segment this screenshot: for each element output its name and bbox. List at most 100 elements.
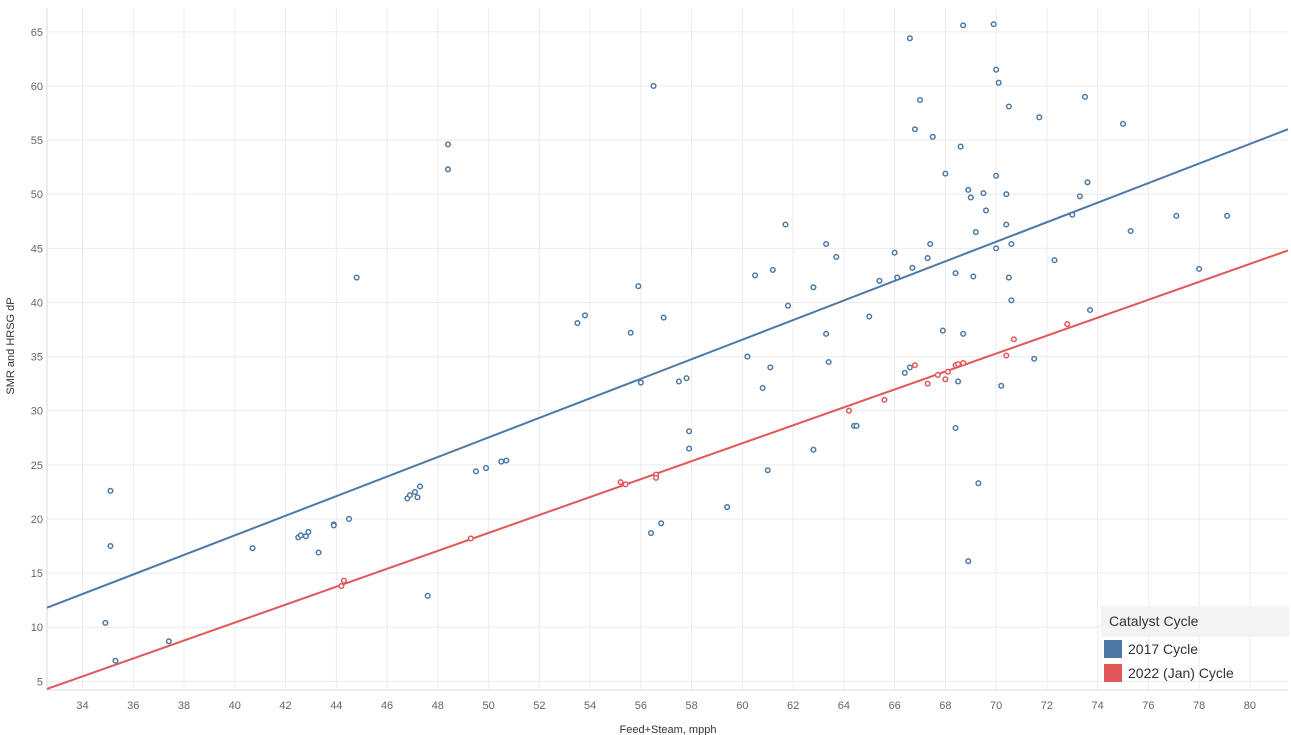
data-point-2017[interactable]	[891, 249, 898, 256]
data-point-2022[interactable]	[911, 362, 918, 369]
data-point-2017[interactable]	[924, 255, 931, 262]
data-point-2017[interactable]	[107, 542, 114, 550]
data-point-2017[interactable]	[675, 378, 682, 385]
data-point-2017[interactable]	[825, 358, 832, 366]
data-point-2017[interactable]	[472, 468, 479, 475]
data-point-2017[interactable]	[406, 492, 413, 499]
data-point-2017[interactable]	[637, 379, 644, 386]
data-point-2022[interactable]	[1010, 336, 1017, 343]
data-point-2017[interactable]	[952, 424, 959, 432]
data-point-2017[interactable]	[823, 240, 830, 248]
data-point-2017[interactable]	[498, 458, 505, 465]
data-point-2017[interactable]	[1196, 265, 1203, 272]
data-point-2017[interactable]	[503, 457, 510, 464]
data-point-2017[interactable]	[782, 221, 789, 228]
data-point-2022[interactable]	[955, 361, 962, 368]
data-point-2022[interactable]	[338, 583, 345, 590]
data-point-2017[interactable]	[993, 245, 1000, 252]
data-point-2017[interactable]	[353, 274, 360, 281]
data-point-2017[interactable]	[894, 274, 901, 281]
data-point-2017[interactable]	[581, 312, 589, 319]
data-point-2017[interactable]	[414, 494, 421, 501]
data-point-2022[interactable]	[617, 479, 624, 486]
data-point-2017[interactable]	[112, 657, 119, 664]
data-point-2017[interactable]	[345, 515, 353, 523]
data-point-2017[interactable]	[1003, 191, 1010, 198]
data-point-2017[interactable]	[909, 264, 916, 271]
data-point-2017[interactable]	[876, 277, 883, 284]
data-point-2017[interactable]	[960, 22, 967, 29]
data-point-2017[interactable]	[1003, 221, 1010, 228]
data-point-2022[interactable]	[340, 577, 347, 584]
data-point-2017[interactable]	[952, 270, 959, 277]
data-point-2017[interactable]	[967, 194, 974, 201]
data-point-2017[interactable]	[810, 284, 817, 291]
data-point-2017[interactable]	[1127, 227, 1134, 235]
data-point-2017[interactable]	[1224, 212, 1231, 219]
data-point-2017[interactable]	[302, 533, 309, 540]
data-point-2017[interactable]	[970, 273, 977, 280]
data-point-2017[interactable]	[1008, 240, 1015, 248]
data-point-2017[interactable]	[993, 172, 1000, 179]
data-point-2017[interactable]	[102, 619, 109, 626]
data-point-2022[interactable]	[934, 371, 941, 379]
data-point-2017[interactable]	[424, 592, 431, 599]
data-point-2017[interactable]	[833, 253, 840, 261]
data-point-2017[interactable]	[1119, 120, 1127, 127]
data-point-2017[interactable]	[650, 82, 657, 89]
data-point-2017[interactable]	[1005, 274, 1012, 281]
legend-item-2017-cycle[interactable]: 2017 Cycle	[1101, 637, 1289, 661]
data-point-2017[interactable]	[998, 382, 1005, 389]
data-point-2017[interactable]	[297, 532, 304, 539]
data-point-2017[interactable]	[929, 133, 936, 140]
data-point-2017[interactable]	[107, 487, 114, 494]
data-point-2017[interactable]	[660, 314, 667, 321]
data-point-2017[interactable]	[1036, 114, 1043, 121]
legend-item-2022-cycle[interactable]: 2022 (Jan) Cycle	[1101, 661, 1289, 685]
data-point-2017[interactable]	[1069, 211, 1076, 218]
data-point-2017[interactable]	[767, 364, 774, 371]
data-point-2022[interactable]	[942, 376, 949, 383]
data-point-2017[interactable]	[901, 369, 908, 376]
data-point-2017[interactable]	[1005, 103, 1012, 110]
data-point-2017[interactable]	[417, 483, 424, 490]
data-point-2017[interactable]	[853, 422, 860, 429]
data-point-2017[interactable]	[482, 465, 490, 472]
data-point-2017[interactable]	[686, 428, 693, 435]
data-point-2022[interactable]	[622, 481, 629, 488]
data-point-2017[interactable]	[249, 545, 256, 552]
data-point-2017[interactable]	[939, 327, 946, 334]
data-point-2022[interactable]	[960, 360, 967, 367]
data-point-2017[interactable]	[927, 240, 934, 248]
data-point-2017[interactable]	[411, 488, 419, 495]
data-point-2017[interactable]	[784, 302, 792, 309]
data-point-2017[interactable]	[965, 558, 972, 565]
data-point-2017[interactable]	[724, 504, 731, 511]
data-point-2017[interactable]	[627, 329, 634, 336]
data-point-2017[interactable]	[315, 549, 322, 556]
data-point-2017[interactable]	[993, 66, 1000, 73]
data-point-2017[interactable]	[1076, 193, 1083, 200]
data-point-2017[interactable]	[906, 364, 913, 371]
data-point-2017[interactable]	[823, 330, 830, 337]
data-point-2022[interactable]	[924, 380, 931, 387]
data-point-2022[interactable]	[653, 474, 660, 481]
data-point-2017[interactable]	[990, 21, 997, 28]
data-point-2017[interactable]	[769, 266, 776, 274]
data-point-2017[interactable]	[759, 384, 766, 392]
data-point-2022[interactable]	[881, 396, 888, 403]
data-point-2017[interactable]	[764, 467, 771, 474]
data-point-2017[interactable]	[647, 529, 655, 537]
data-point-2022[interactable]	[944, 368, 951, 375]
data-point-2017[interactable]	[1173, 212, 1180, 219]
data-point-2017[interactable]	[744, 353, 751, 360]
data-point-2017[interactable]	[972, 229, 979, 236]
data-point-2017[interactable]	[444, 166, 452, 173]
data-point-2022[interactable]	[845, 407, 853, 414]
data-point-2017[interactable]	[1051, 257, 1058, 264]
data-point-2017[interactable]	[995, 79, 1002, 86]
data-point-2017[interactable]	[686, 445, 693, 452]
data-point-2017[interactable]	[444, 141, 452, 148]
data-point-2017[interactable]	[330, 522, 337, 529]
data-point-2022[interactable]	[467, 535, 474, 542]
